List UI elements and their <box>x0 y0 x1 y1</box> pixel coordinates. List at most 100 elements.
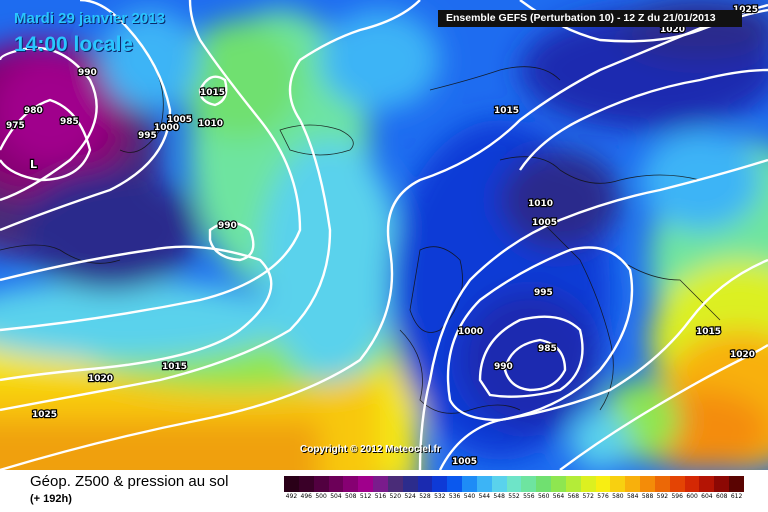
isobar-label: 1015 <box>162 362 187 372</box>
legend-value: 492 <box>285 493 298 500</box>
legend-swatch <box>714 476 730 492</box>
legend-swatch <box>551 476 567 492</box>
legend-value: 572 <box>582 493 594 500</box>
legend-value: 576 <box>597 493 609 500</box>
forecast-date: Mardi 29 janvier 2013 <box>14 10 165 27</box>
color-scale-legend <box>284 476 745 492</box>
legend-value: 580 <box>612 493 624 500</box>
legend-swatch <box>462 476 478 492</box>
legend-swatch <box>298 476 315 492</box>
legend-swatch <box>654 476 671 492</box>
legend-swatch <box>536 476 552 492</box>
isobar-label: 975 <box>6 121 25 131</box>
isobar-label: 1020 <box>88 374 113 384</box>
isobar-label: 990 <box>218 221 237 231</box>
copyright-text: Copyright © 2012 Meteociel.fr <box>300 444 441 455</box>
legend-swatch <box>284 476 300 492</box>
legend-swatch <box>684 476 700 492</box>
legend-value: 524 <box>404 493 416 500</box>
legend-value: 604 <box>701 493 713 500</box>
legend-value: 584 <box>626 493 639 500</box>
color-scale-labels: 492 496 500 504 508 512 516 520 524 528 532 536 540 5… <box>284 493 744 503</box>
legend-swatch <box>358 476 374 492</box>
legend-value: 504 <box>330 493 342 500</box>
legend-value: 608 <box>716 493 728 500</box>
legend-swatch <box>580 476 597 492</box>
legend-swatch <box>476 476 493 492</box>
legend-swatch <box>506 476 522 492</box>
legend-value: 556 <box>523 493 535 500</box>
legend-swatch <box>565 476 582 492</box>
legend-value: 564 <box>552 493 565 500</box>
legend-value: 596 <box>671 493 683 500</box>
isobar-label: 1005 <box>167 115 192 125</box>
isobar-label: 985 <box>60 117 79 127</box>
legend-swatch <box>610 476 626 492</box>
legend-value: 592 <box>656 493 669 500</box>
legend-value: 500 <box>315 493 327 500</box>
isobar-labels: 1025 1020 990 980 975 985 1015 1005 1000… <box>5 4 759 468</box>
isobar-label: 1000 <box>154 123 179 133</box>
legend-swatch <box>328 476 344 492</box>
map-parameter-title: Géop. Z500 & pression au sol <box>30 473 229 490</box>
legend-swatch <box>491 476 508 492</box>
legend-value: 528 <box>419 493 431 500</box>
legend-swatch <box>729 476 745 492</box>
isobar-label: 990 <box>494 362 513 372</box>
legend-value: 560 <box>537 493 550 500</box>
legend-swatch <box>417 476 433 492</box>
isobar-label: 1015 <box>494 106 519 116</box>
pressure-center-markers: L <box>29 157 38 172</box>
legend-swatch <box>373 476 389 492</box>
map-svg: 1025 1020 990 980 975 985 1015 1005 1000… <box>0 0 768 470</box>
isobar-label: 1010 <box>198 119 223 129</box>
geopotential-blobs <box>0 0 768 470</box>
legend-swatch <box>447 476 463 492</box>
forecast-time: 14:00 locale <box>14 33 134 56</box>
legend-value: 532 <box>434 493 446 500</box>
isobar-label: 985 <box>538 344 557 354</box>
legend-value: 568 <box>567 493 580 500</box>
forecast-lead-time: (+ 192h) <box>30 493 72 505</box>
legend-swatch <box>595 476 611 492</box>
low-marker-nw: L <box>30 158 37 171</box>
isobar-label: 980 <box>24 106 43 116</box>
legend-value: 516 <box>374 493 387 500</box>
legend-value: 512 <box>359 493 372 500</box>
isobar-label: 1020 <box>730 350 755 360</box>
isobar-label: 990 <box>78 68 97 78</box>
isobar-label: 1005 <box>532 218 557 228</box>
legend-swatch <box>387 476 404 492</box>
weather-map: 1025 1020 990 980 975 985 1015 1005 1000… <box>0 0 768 470</box>
isobar-label: 1025 <box>32 410 57 420</box>
legend-value: 536 <box>448 493 461 500</box>
isobar-label: 1010 <box>528 199 553 209</box>
isobar-label: 1015 <box>200 88 225 98</box>
legend-value: 544 <box>478 493 491 500</box>
isobar-label: 995 <box>534 288 553 298</box>
legend-swatch <box>521 476 537 492</box>
legend-swatch <box>669 476 686 492</box>
legend-swatch <box>432 476 448 492</box>
legend-swatch <box>699 476 715 492</box>
legend-value: 508 <box>345 493 357 500</box>
legend-swatch <box>402 476 419 492</box>
legend-value: 588 <box>641 493 654 500</box>
legend-swatch <box>313 476 329 492</box>
isobar-label: 995 <box>138 131 157 141</box>
model-run-label: Ensemble GEFS (Perturbation 10) - 12 Z d… <box>438 10 742 27</box>
legend-value: 612 <box>730 493 743 500</box>
isobar-label: 1015 <box>696 327 721 337</box>
legend-value: 600 <box>686 493 698 500</box>
legend-value: 496 <box>300 493 312 500</box>
legend-value: 540 <box>463 493 476 500</box>
legend-value: 552 <box>508 493 520 500</box>
legend-swatch <box>343 476 359 492</box>
isobar-label: 1005 <box>452 457 477 467</box>
legend-swatch <box>640 476 656 492</box>
isobar-lines <box>0 0 768 470</box>
legend-value: 520 <box>389 493 402 500</box>
legend-swatch <box>625 476 641 492</box>
isobar-label: 1000 <box>458 327 483 337</box>
legend-value: 548 <box>493 493 505 500</box>
